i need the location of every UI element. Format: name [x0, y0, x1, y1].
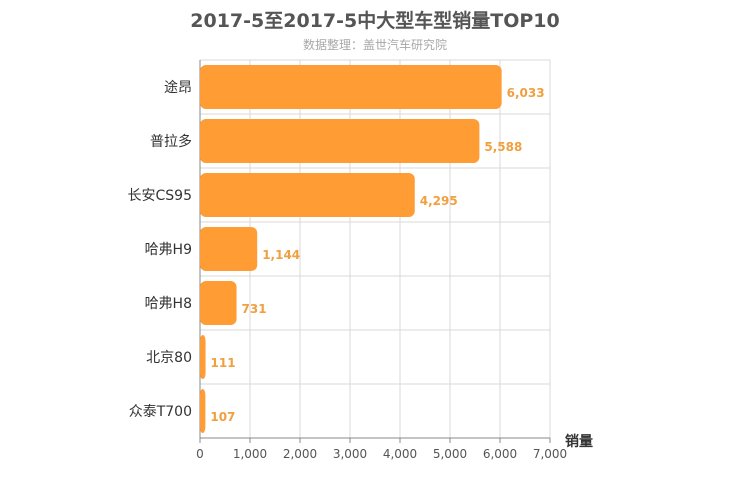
data-label: 5,588 — [484, 140, 522, 154]
bar — [200, 119, 480, 163]
category-label: 众泰T700 — [129, 404, 192, 420]
bar — [200, 173, 415, 217]
x-tick-label: 5,000 — [433, 447, 467, 461]
data-label: 111 — [211, 356, 236, 370]
bar — [200, 281, 237, 325]
x-axis-title: 销量 — [565, 433, 593, 450]
data-label: 731 — [242, 302, 267, 316]
data-label: 107 — [210, 410, 235, 424]
category-label: 哈弗H8 — [145, 296, 192, 312]
x-tick-label: 1,000 — [233, 447, 267, 461]
category-label: 哈弗H9 — [145, 242, 192, 258]
bar — [200, 65, 502, 109]
bar — [200, 335, 206, 379]
data-label: 4,295 — [420, 194, 458, 208]
category-label: 途昂 — [164, 79, 192, 96]
data-label: 6,033 — [507, 86, 545, 100]
chart-title: 2017-5至2017-5中大型车型销量TOP10 — [190, 10, 560, 32]
x-tick-label: 2,000 — [283, 447, 317, 461]
chart-subtitle: 数据整理：盖世汽车研究院 — [302, 38, 447, 52]
x-tick-label: 4,000 — [383, 447, 417, 461]
x-tick-label: 0 — [196, 447, 204, 461]
x-tick-label: 6,000 — [483, 447, 517, 461]
category-label: 普拉多 — [150, 133, 192, 150]
bar — [200, 389, 206, 433]
data-label: 1,144 — [262, 248, 300, 262]
category-label: 北京80 — [146, 350, 192, 366]
category-label: 长安CS95 — [128, 188, 192, 204]
bar — [200, 227, 258, 271]
x-tick-label: 7,000 — [533, 447, 567, 461]
x-tick-label: 3,000 — [333, 447, 367, 461]
